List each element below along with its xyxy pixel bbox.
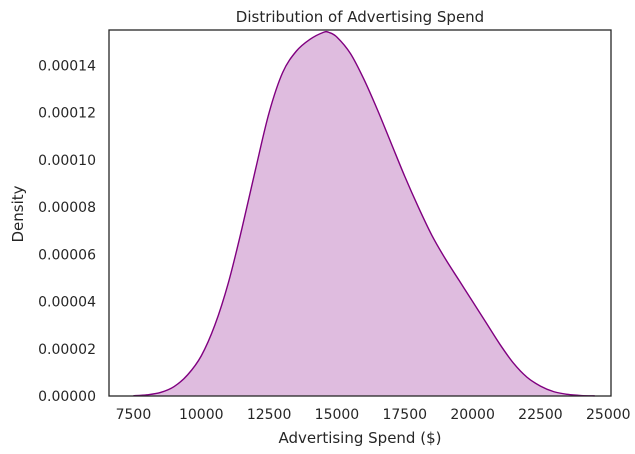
x-tick-label: 15000 [315, 407, 360, 423]
y-tick-label: 0.00006 [38, 247, 96, 263]
x-tick-label: 12500 [247, 407, 292, 423]
chart-title: Distribution of Advertising Spend [236, 8, 484, 26]
y-tick-label: 0.00004 [38, 295, 96, 311]
y-tick-label: 0.00000 [38, 389, 96, 405]
x-axis-title: Advertising Spend ($) [279, 429, 442, 447]
density-curve-line [133, 30, 595, 397]
x-tick-label: 25000 [586, 407, 631, 423]
x-tick-label: 10000 [179, 407, 224, 423]
x-tick-label: 20000 [450, 407, 495, 423]
plot-frame [108, 29, 612, 397]
y-tick-label: 0.00010 [38, 153, 96, 169]
x-tick-label: 22500 [518, 407, 563, 423]
x-tick-label: 17500 [382, 407, 427, 423]
y-tick-label: 0.00012 [38, 106, 96, 122]
y-tick-label: 0.00002 [38, 342, 96, 358]
y-axis-ticks: 0.00000 0.00002 0.00004 0.00006 0.00008 0.000… [38, 58, 96, 405]
y-tick-label: 0.00008 [38, 200, 96, 216]
x-axis-ticks: 7500 10000 12500 15000 17500 20000 22500 25000 [116, 407, 631, 423]
plot-area [108, 29, 612, 397]
x-tick-label: 7500 [116, 407, 152, 423]
density-area-fill [133, 31, 595, 397]
y-tick-label: 0.00014 [38, 58, 96, 74]
y-axis-title: Density [9, 185, 27, 242]
